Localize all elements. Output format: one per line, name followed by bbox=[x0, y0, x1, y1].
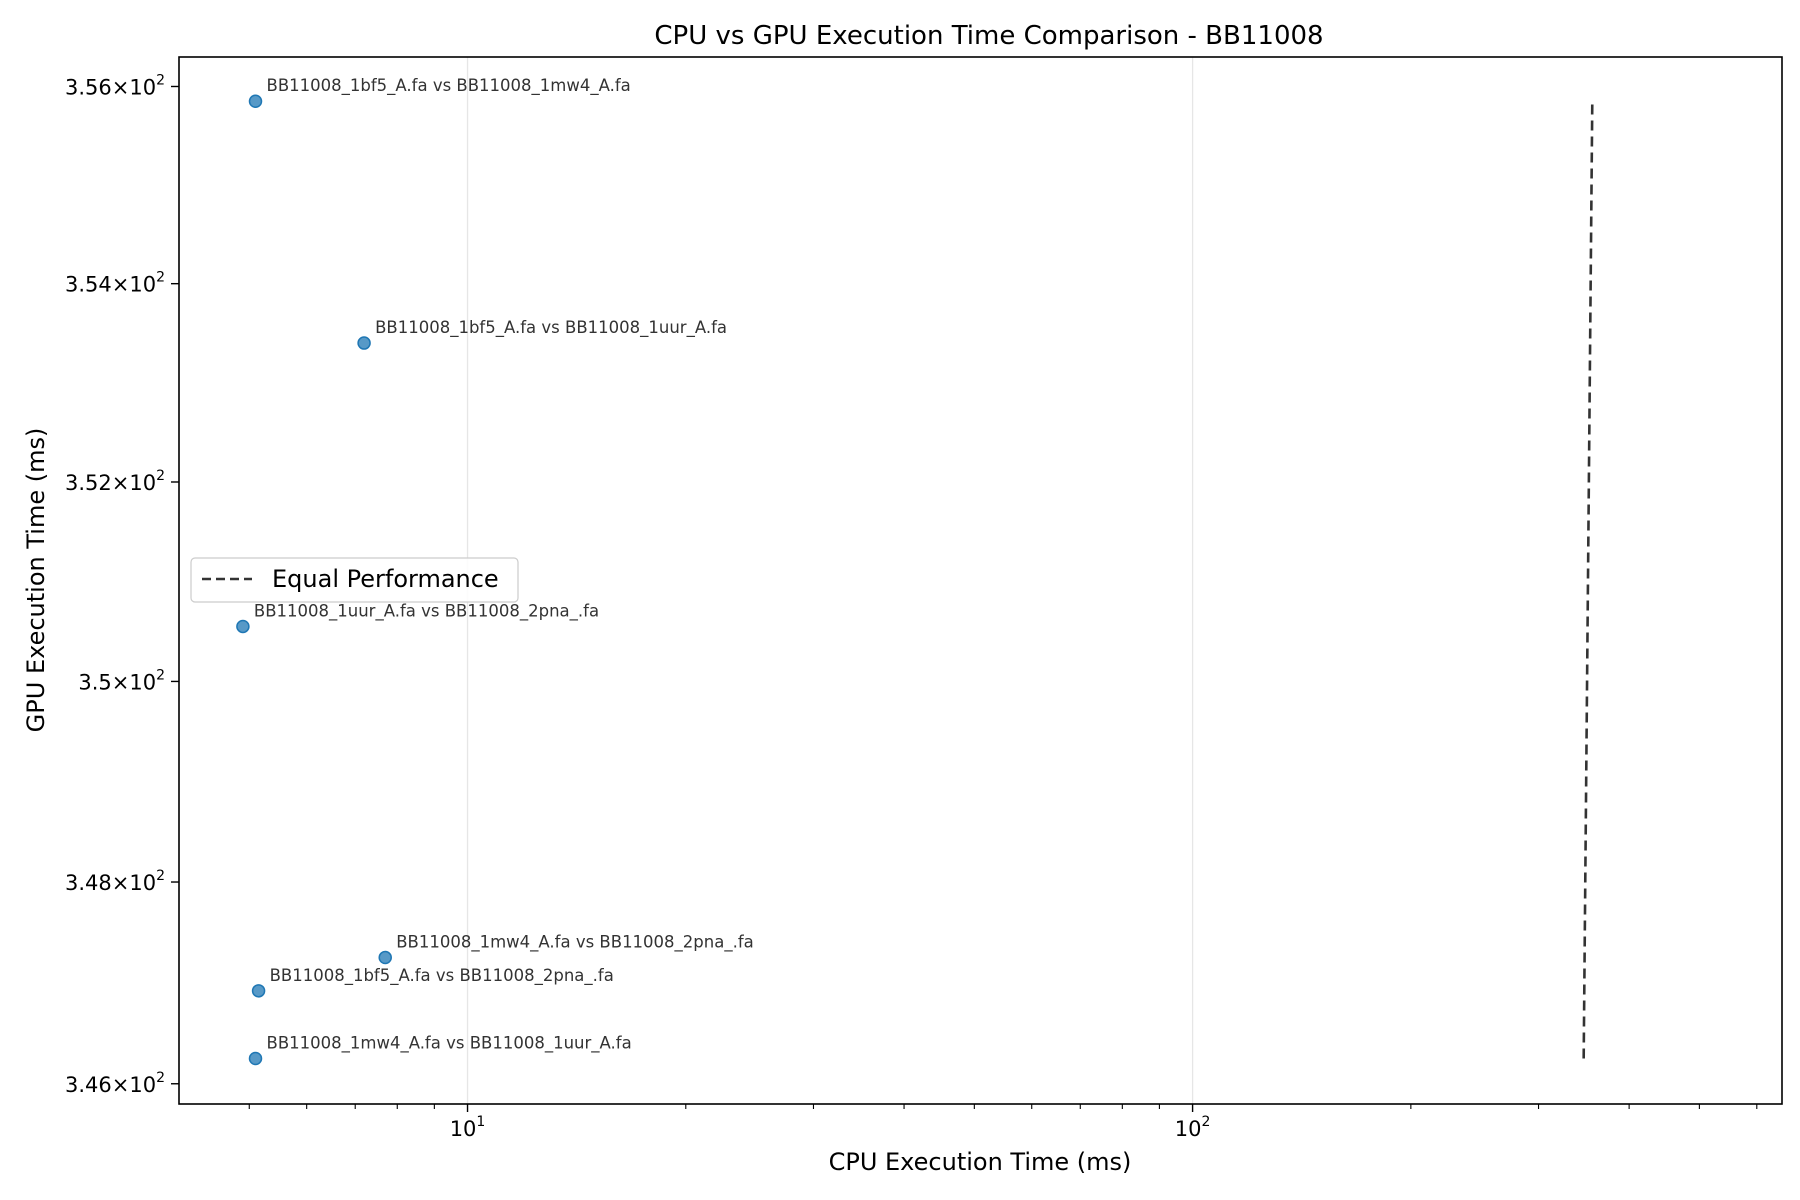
data-point bbox=[357, 336, 371, 350]
legend: Equal Performance bbox=[190, 557, 519, 603]
point-label: BB11008_1bf5_A.fa vs BB11008_1mw4_A.fa bbox=[267, 76, 631, 96]
point-label: BB11008_1mw4_A.fa vs BB11008_2pna_.fa bbox=[396, 933, 754, 953]
legend-box bbox=[190, 557, 519, 603]
y-tick-label: 3.46×102 bbox=[65, 1070, 165, 1097]
y-tick-label: 3.56×102 bbox=[65, 72, 165, 99]
legend-label: Equal Performance bbox=[272, 565, 499, 593]
data-points bbox=[236, 94, 392, 1066]
y-tick-label: 3.48×102 bbox=[65, 868, 165, 895]
data-point bbox=[248, 1051, 263, 1066]
data-point bbox=[251, 984, 266, 998]
data-point bbox=[378, 950, 392, 965]
plot-frame bbox=[178, 56, 1783, 1105]
x-axis-ticks: 101 102 bbox=[248, 1104, 1758, 1141]
x-tick-label: 102 bbox=[1175, 1114, 1211, 1141]
x-axis-label: CPU Execution Time (ms) bbox=[829, 1148, 1132, 1176]
point-label: BB11008_1mw4_A.fa vs BB11008_1uur_A.fa bbox=[267, 1033, 632, 1053]
y-tick-label: 3.5×102 bbox=[78, 667, 165, 694]
point-annotations: BB11008_1bf5_A.fa vs BB11008_1mw4_A.fa BB… bbox=[254, 76, 754, 1053]
y-tick-label: 3.52×102 bbox=[65, 468, 165, 495]
data-point bbox=[248, 94, 263, 108]
chart-title: CPU vs GPU Execution Time Comparison - B… bbox=[654, 21, 1323, 51]
point-label: BB11008_1uur_A.fa vs BB11008_2pna_.fa bbox=[254, 601, 599, 621]
y-axis-ticks: 3.46×102 3.48×102 3.5×102 3.52×102 3.54×102 3… bbox=[65, 72, 179, 1097]
point-label: BB11008_1bf5_A.fa vs BB11008_2pna_.fa bbox=[270, 966, 614, 986]
data-point bbox=[236, 619, 250, 634]
y-axis-label: GPU Execution Time (ms) bbox=[22, 428, 50, 733]
point-label: BB11008_1bf5_A.fa vs BB11008_1uur_A.fa bbox=[375, 318, 727, 338]
x-tick-label: 101 bbox=[450, 1114, 486, 1141]
y-tick-label: 3.54×102 bbox=[65, 270, 165, 297]
